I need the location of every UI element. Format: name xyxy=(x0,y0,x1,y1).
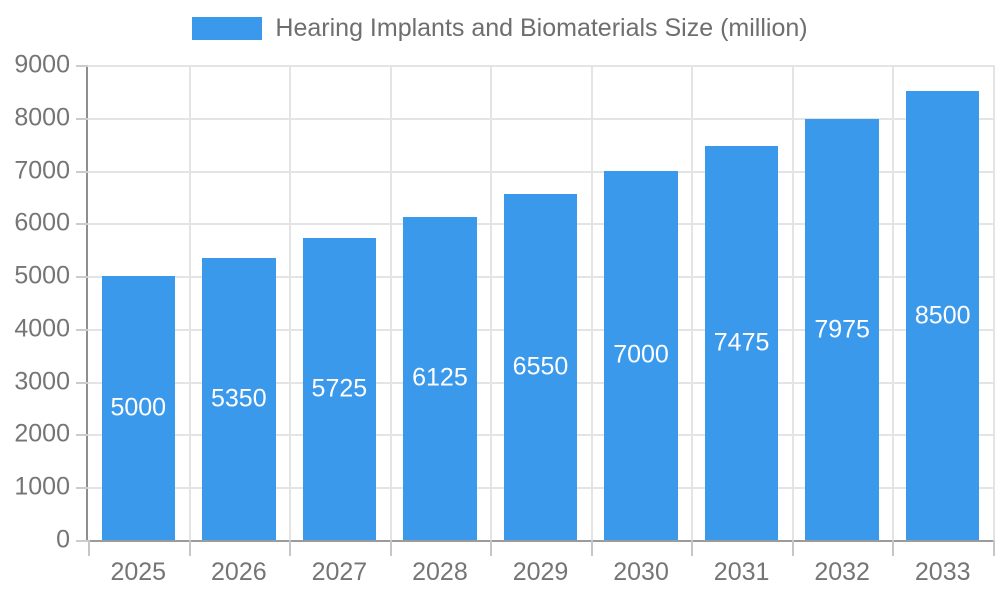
bar[interactable]: 6125 xyxy=(403,216,477,540)
x-tick xyxy=(791,540,794,556)
plot-area: 5000 5350 5725 6125 6550 7000 7475 7975 8500 0 10… xyxy=(14,51,995,586)
x-tick xyxy=(993,540,995,556)
y-tick-label: 5000 xyxy=(14,261,70,290)
x-tick xyxy=(289,540,292,556)
y-tick-label: 8000 xyxy=(14,103,70,132)
y-tick-label: 6000 xyxy=(14,208,70,237)
bar[interactable]: 5000 xyxy=(101,276,175,540)
y-tick xyxy=(76,117,88,120)
x-axis-label: 2028 xyxy=(412,558,468,586)
bar[interactable]: 8500 xyxy=(906,91,980,540)
x-tick xyxy=(490,540,493,556)
y-tick-label: 0 xyxy=(56,525,70,554)
gridline xyxy=(993,65,995,540)
x-tick xyxy=(88,540,90,556)
gridline xyxy=(88,65,993,67)
x-axis-label: 2029 xyxy=(512,558,569,586)
bar[interactable]: 5725 xyxy=(302,237,377,540)
bar[interactable]: 7975 xyxy=(805,119,879,540)
gridline xyxy=(188,65,191,540)
x-axis-label: 2025 xyxy=(110,558,167,586)
bar-value-label: 8500 xyxy=(914,301,971,330)
gridline xyxy=(389,65,392,540)
y-tick xyxy=(76,65,88,67)
y-tick xyxy=(76,223,88,226)
bar-value-label: 6125 xyxy=(412,363,468,392)
y-tick xyxy=(76,276,88,279)
gridline xyxy=(691,65,694,540)
y-tick xyxy=(76,170,88,173)
y-tick-label: 3000 xyxy=(14,367,70,396)
y-tick-label: 4000 xyxy=(14,314,70,343)
x-tick xyxy=(389,540,392,556)
x-axis-label: 2033 xyxy=(914,558,971,586)
gridline xyxy=(289,65,292,540)
x-axis-label: 2026 xyxy=(211,558,267,586)
gridline xyxy=(88,117,993,120)
x-axis-line xyxy=(86,540,993,542)
x-tick xyxy=(590,540,593,556)
bar-value-label: 6550 xyxy=(512,352,569,381)
bar-value-label: 7975 xyxy=(814,315,870,344)
bar-value-label: 5000 xyxy=(110,393,167,422)
gridline xyxy=(590,65,593,540)
gridline xyxy=(490,65,493,540)
bar[interactable]: 5350 xyxy=(202,257,276,540)
gridline xyxy=(892,65,895,540)
gridline xyxy=(791,65,794,540)
bar-value-label: 7000 xyxy=(613,340,669,369)
bar[interactable]: 6550 xyxy=(503,194,578,540)
y-tick-label: 7000 xyxy=(14,156,70,185)
bar-value-label: 5725 xyxy=(311,374,368,403)
bar[interactable]: 7000 xyxy=(604,170,678,540)
y-tick-label: 2000 xyxy=(14,419,70,448)
y-axis-line xyxy=(86,65,88,540)
chart-legend[interactable]: Hearing Implants and Biomaterials Size (… xyxy=(0,14,1000,43)
x-tick xyxy=(188,540,191,556)
y-tick xyxy=(76,381,88,384)
x-axis-label: 2030 xyxy=(613,558,669,586)
x-tick xyxy=(691,540,694,556)
y-tick-label: 9000 xyxy=(14,50,70,79)
gridline xyxy=(88,170,993,173)
bar-value-label: 7475 xyxy=(713,328,770,357)
y-tick xyxy=(76,328,88,331)
x-axis-label: 2031 xyxy=(713,558,770,586)
y-tick xyxy=(76,540,88,542)
x-tick xyxy=(892,540,895,556)
y-tick xyxy=(76,487,88,490)
legend-color-swatch xyxy=(192,17,263,40)
x-axis-label: 2032 xyxy=(814,558,870,586)
y-tick xyxy=(76,434,88,437)
x-axis-label: 2027 xyxy=(311,558,368,586)
bar[interactable]: 7475 xyxy=(704,145,779,540)
y-tick-label: 1000 xyxy=(14,472,70,501)
bar-value-label: 5350 xyxy=(211,384,267,413)
legend-label: Hearing Implants and Biomaterials Size (… xyxy=(275,14,808,42)
